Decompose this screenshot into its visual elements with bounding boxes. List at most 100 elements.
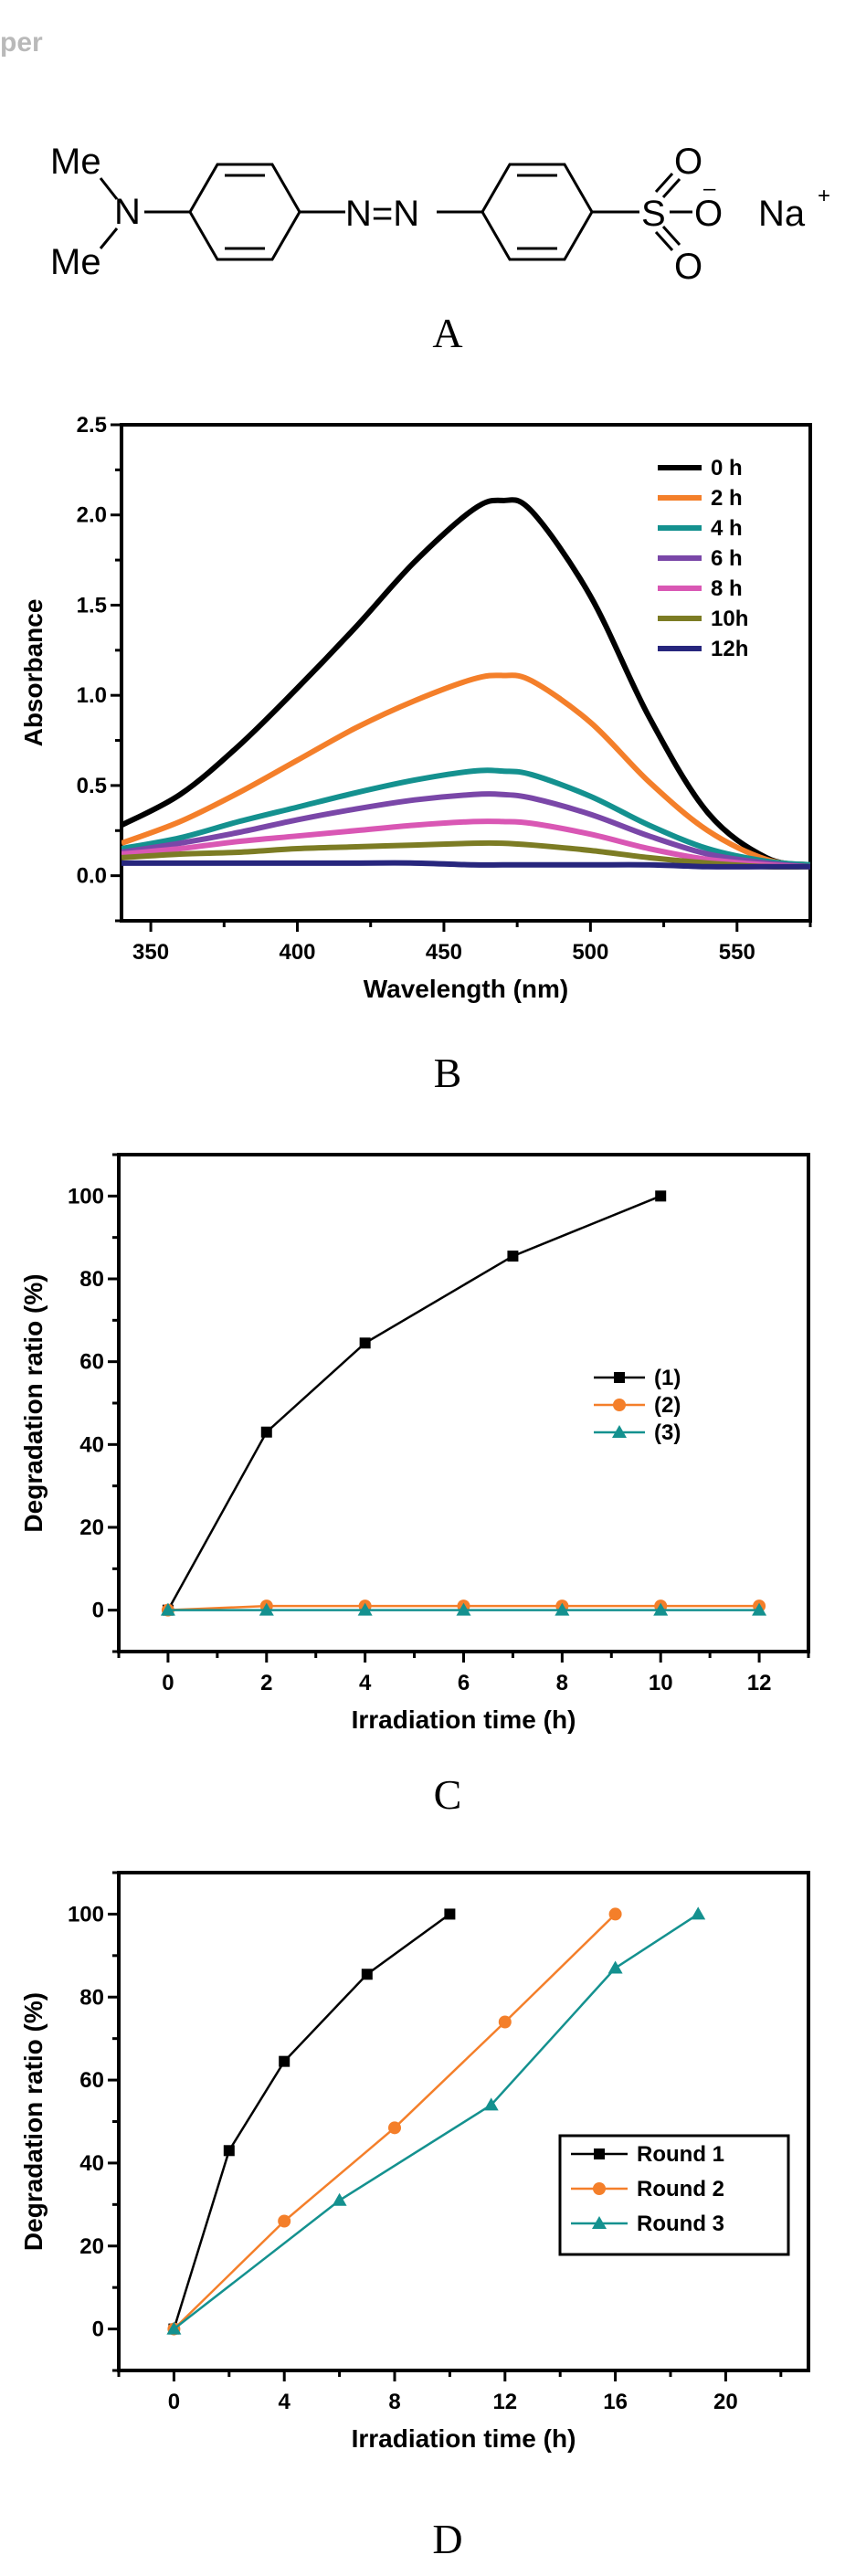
plot-frame: [120, 423, 812, 923]
x-tick-label: 20: [713, 2390, 738, 2414]
y-tick-label: 60: [79, 2068, 104, 2093]
x-tick-label: 8: [388, 2390, 400, 2414]
series-line-4-h: [121, 767, 810, 868]
degradation-chart-catalysts: 0 2 4 6 8 10 12 0 20 40 60 80 100 Irradiation time (h…: [19, 1153, 810, 1818]
data-point-1: [507, 1251, 519, 1262]
page-header-fragment: per: [0, 27, 43, 58]
y-tick-label: 40: [79, 2151, 104, 2176]
data-point-round-3: [332, 2192, 347, 2206]
y-tick-label: 0: [92, 2317, 104, 2342]
y-tick-label: 1.0: [77, 683, 107, 708]
oxygen-top-label: O: [674, 142, 702, 182]
benzene-ring-1: [188, 163, 301, 261]
x-axis-title: Irradiation time (h): [352, 1705, 576, 1734]
x-tick-label: 12: [492, 2390, 517, 2414]
x-tick-label: 6: [458, 1671, 470, 1695]
legend-marker-1: [614, 1372, 625, 1383]
legend-label-2: (2): [654, 1393, 681, 1418]
y-tick-label: 60: [79, 1350, 104, 1375]
data-point-round-3: [607, 1960, 623, 1974]
x-tick-label: 2: [260, 1671, 272, 1695]
plot-area: [166, 1906, 706, 2336]
minus-charge: –: [703, 176, 716, 201]
plus-charge: +: [818, 184, 830, 208]
legend-label-12h: 12h: [711, 637, 748, 661]
bond-s-o-bottom-b: [661, 225, 681, 247]
benzene-ring-2: [481, 163, 594, 261]
bond-s-o-top-a: [654, 172, 674, 194]
legend: (1) (2)(3): [594, 1366, 681, 1445]
legend-label-10h: 10h: [711, 607, 748, 631]
bond-s-o-top-b: [661, 177, 681, 199]
series-line-2-h: [121, 672, 810, 868]
y-tick-label: 0: [92, 1599, 104, 1623]
data-point-3: [456, 1602, 471, 1616]
data-point-1: [359, 1337, 371, 1349]
x-tick-label: 0: [168, 2390, 180, 2414]
y-tick-label: 40: [79, 1432, 104, 1457]
bond-me-bottom-n: [99, 227, 119, 249]
data-point-round-3: [483, 2097, 499, 2111]
y-tick-label: 0.5: [77, 774, 107, 798]
x-tick-label: 0: [162, 1671, 174, 1695]
series-line-round-3: [173, 1913, 699, 2330]
x-tick-label: 350: [132, 940, 169, 965]
x-axis-title: Wavelength (nm): [364, 975, 569, 1003]
data-point-round-2: [278, 2214, 291, 2228]
plot-area: [121, 497, 810, 871]
x-tick-label: 12: [747, 1671, 772, 1695]
panel-label-b: B: [434, 1050, 462, 1096]
x-tick-label: 400: [279, 940, 315, 965]
data-point-round-3: [166, 2321, 182, 2335]
legend-label-round-3: Round 3: [637, 2212, 724, 2236]
sulfur-label: S: [641, 194, 666, 234]
legend-marker-3: [612, 1425, 627, 1438]
y-tick-label: 80: [79, 1267, 104, 1292]
panel-label-c: C: [434, 1771, 462, 1818]
series-line-1: [166, 1195, 661, 1611]
molecule-structure: Me Me N N=N S O – O O Na + A: [50, 142, 830, 356]
oxygen-bottom-label: O: [674, 247, 702, 287]
series-line-0-h: [121, 497, 810, 868]
x-tick-label: 4: [279, 2390, 291, 2414]
x-tick-label: 10: [649, 1671, 673, 1695]
data-point-3: [259, 1602, 274, 1616]
x-tick-label: 500: [572, 940, 608, 965]
legend: 0 h 2 h 4 h 6 h 8 h 10h 12h: [658, 456, 748, 661]
data-point-3: [653, 1602, 669, 1616]
plot-frame: [117, 1153, 810, 1653]
legend-label-round-2: Round 2: [637, 2177, 724, 2201]
data-point-round-3: [691, 1906, 706, 1920]
data-point-3: [160, 1602, 175, 1616]
legend-marker-round-1: [594, 2148, 605, 2159]
azo-group-label: N=N: [345, 194, 419, 234]
legend-label-0-h: 0 h: [711, 456, 743, 480]
series-line-10h: [121, 839, 810, 871]
x-tick-label: 16: [603, 2390, 628, 2414]
legend: Round 1 Round 2 Round 3: [558, 2134, 790, 2256]
absorbance-chart: 350 400 450 500 550 0.0 0.5 1.0 1.5 2.0 2.5 Wavelen…: [19, 413, 812, 1096]
y-axis-title: Degradation ratio (%): [19, 1273, 48, 1532]
legend-label-1: (1): [654, 1366, 681, 1390]
x-tick-label: 550: [719, 940, 755, 965]
data-point-round-1: [223, 2145, 235, 2157]
x-tick-label: 450: [426, 940, 462, 965]
y-tick-label: 2.0: [77, 503, 107, 528]
data-point-round-2: [498, 2015, 512, 2029]
series-line-round-1: [173, 1913, 451, 2329]
data-point-round-2: [388, 2121, 401, 2135]
y-tick-label: 20: [79, 2234, 104, 2259]
y-tick-label: 80: [79, 1985, 104, 2010]
plot-area: [160, 1190, 767, 1617]
legend-label-3: (3): [654, 1420, 681, 1445]
panel-label-d: D: [432, 2516, 462, 2562]
legend-label-2-h: 2 h: [711, 486, 743, 511]
panel-label-a: A: [432, 310, 462, 356]
series-line-8-h: [121, 818, 810, 870]
data-point-3: [752, 1602, 767, 1616]
legend-label-8-h: 8 h: [711, 576, 743, 601]
data-point-round-1: [279, 2055, 290, 2067]
bond-me-top-n: [99, 177, 119, 200]
legend-label-round-1: Round 1: [637, 2142, 724, 2167]
data-point-round-1: [444, 1908, 456, 1920]
